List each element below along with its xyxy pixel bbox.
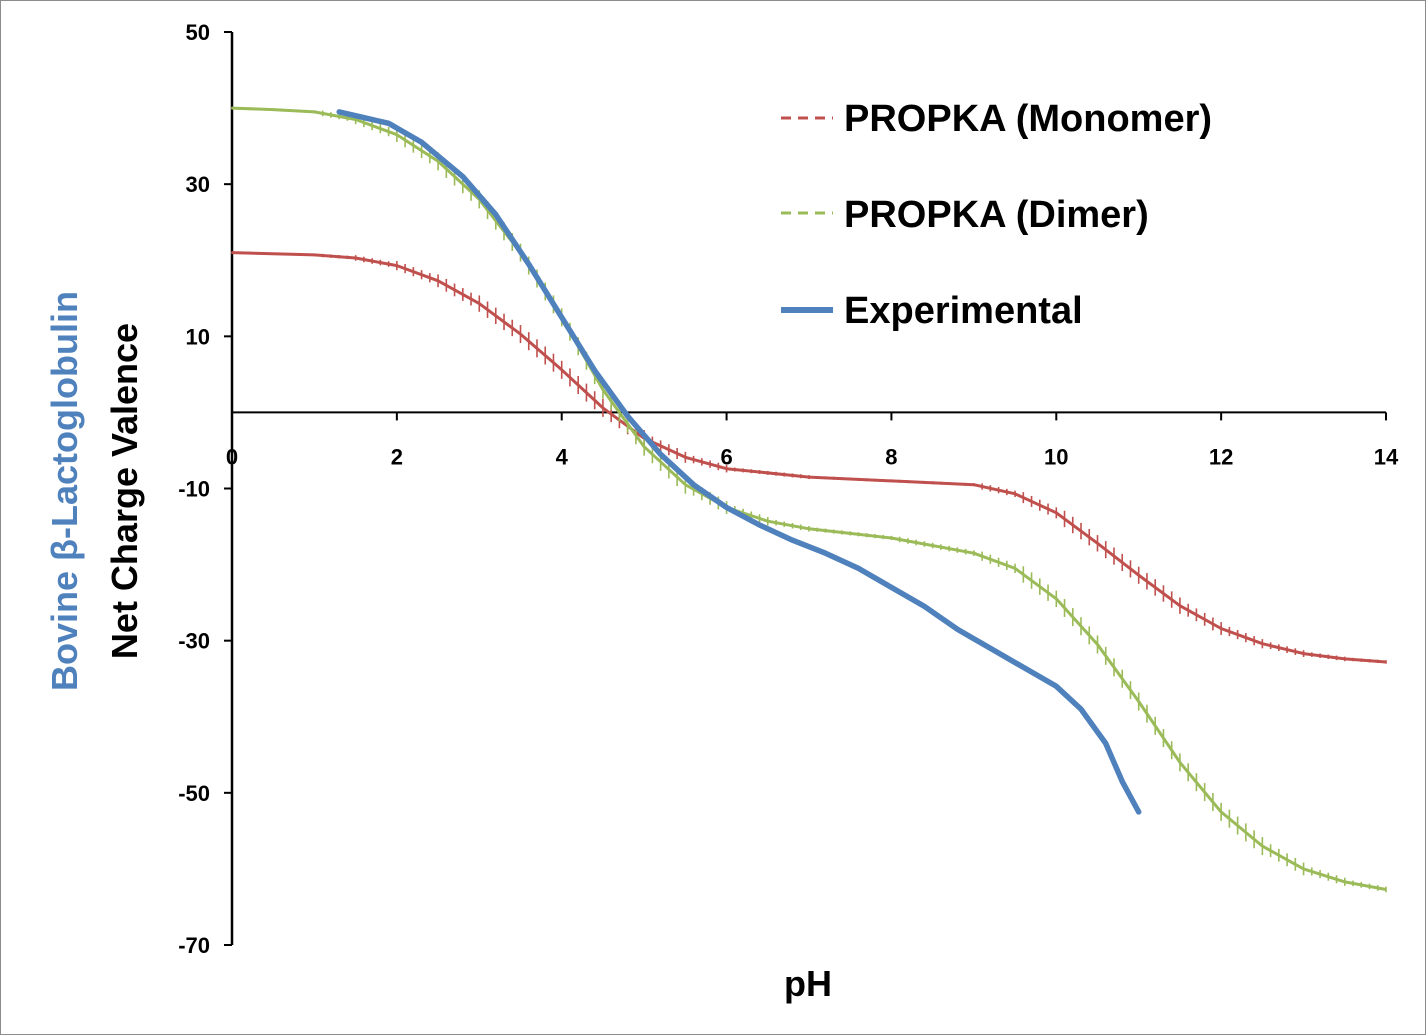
y-axis-title-bottom-group: Net Charge Valence xyxy=(104,323,145,659)
x-tick-label: 2 xyxy=(391,444,403,469)
series-0 xyxy=(231,251,1387,664)
y-axis-title-quantity: Net Charge Valence xyxy=(104,323,145,659)
x-tick-label: 0 xyxy=(226,444,238,469)
series-layer xyxy=(231,106,1387,893)
y-tick-label: -50 xyxy=(178,781,210,806)
legend-label-dimer: PROPKA (Dimer) xyxy=(844,194,1149,236)
y-tick-label: -30 xyxy=(178,629,210,654)
x-tick-label: 14 xyxy=(1374,444,1399,469)
x-tick-label: 4 xyxy=(556,444,569,469)
series-2 xyxy=(336,109,1142,815)
x-tick-label: 6 xyxy=(720,444,732,469)
series-1 xyxy=(231,106,1387,893)
x-tick-label: 12 xyxy=(1209,444,1233,469)
y-axis-title-top-group: Bovine β-Lactoglobulin xyxy=(44,291,85,691)
x-axis-title: pH xyxy=(784,963,832,1004)
x-tick-label: 10 xyxy=(1044,444,1068,469)
x-tick-label: 8 xyxy=(885,444,897,469)
axes xyxy=(224,31,1387,946)
legend-label-experimental: Experimental xyxy=(844,290,1083,332)
y-tick-label: -70 xyxy=(178,933,210,958)
y-tick-label: 30 xyxy=(186,172,210,197)
legend: PROPKA (Monomer) PROPKA (Dimer) Experime… xyxy=(781,98,1212,332)
y-tick-label: 50 xyxy=(186,20,210,45)
legend-label-monomer: PROPKA (Monomer) xyxy=(844,98,1212,140)
y-axis-title-protein: Bovine β-Lactoglobulin xyxy=(44,291,85,691)
y-tick-label: -10 xyxy=(178,477,210,502)
series-line xyxy=(231,106,1387,891)
tick-labels: 50 30 10 -10 -30 -50 -70 0 2 4 6 8 10 12 14 xyxy=(178,20,1399,958)
y-tick-label: 10 xyxy=(186,324,210,349)
